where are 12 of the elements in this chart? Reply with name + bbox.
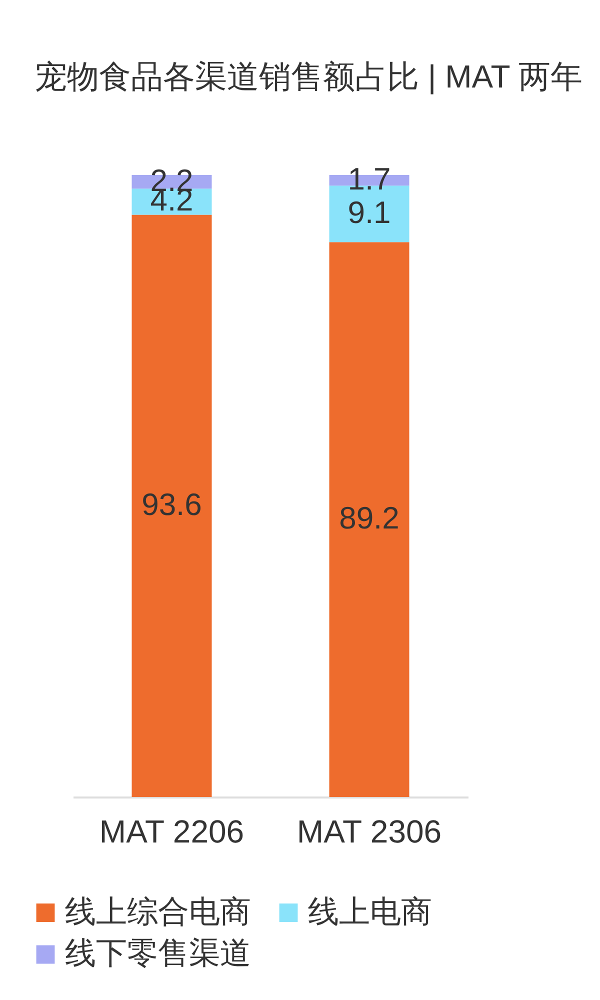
bar [329,242,410,797]
data-label: 1.7 [348,161,391,196]
data-label: 89.2 [339,500,400,536]
chart-title: 宠物食品各渠道销售额占比 | MAT 两年 [35,58,583,94]
data-label: 93.6 [142,486,202,522]
bar [132,214,212,797]
legend-label: 线上电商 [308,894,432,929]
data-label: 9.1 [348,194,391,230]
legend-label: 线上综合电商 [65,894,251,929]
x-tick-label: MAT 2206 [99,814,244,850]
legend-label: 线下零售渠道 [65,936,251,970]
x-tick-label: MAT 2306 [296,814,442,850]
